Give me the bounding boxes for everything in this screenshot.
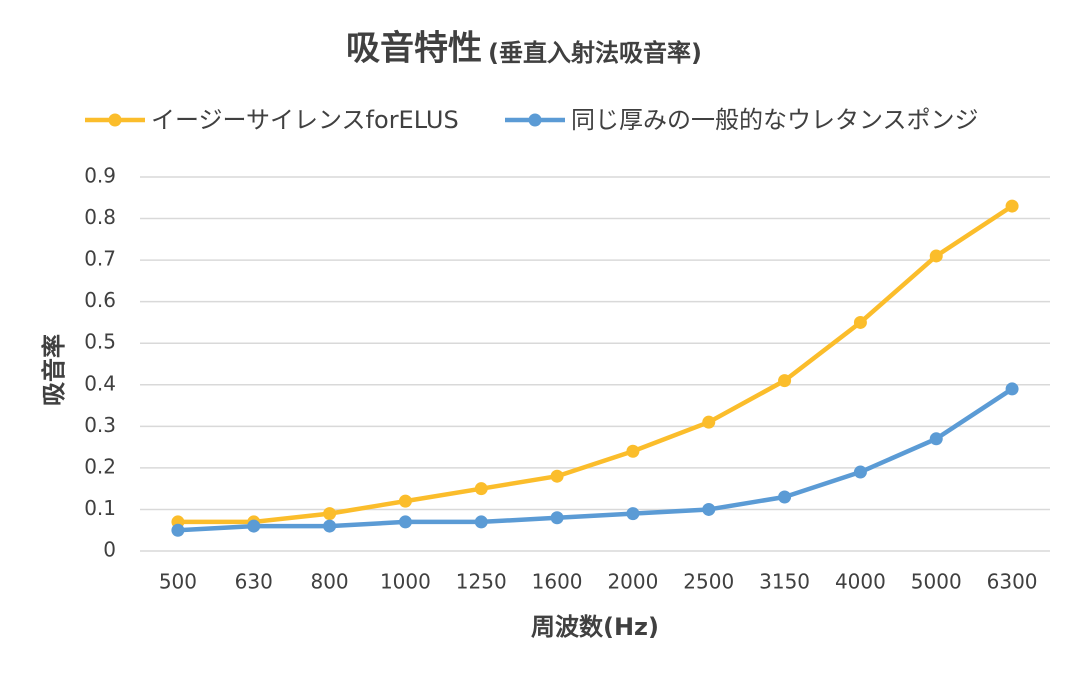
x-tick-label: 800 (310, 570, 348, 594)
marker (778, 490, 792, 504)
y-tick-label: 0.6 (84, 288, 116, 312)
marker (929, 432, 943, 446)
legend-label: 同じ厚みの一般的なウレタンスポンジ (571, 106, 979, 134)
marker (702, 502, 716, 516)
marker (323, 519, 337, 533)
y-tick-label: 0.4 (84, 371, 116, 395)
y-tick-label: 0.3 (84, 413, 116, 437)
x-tick-label: 1000 (380, 570, 431, 594)
x-tick-label: 2500 (683, 570, 734, 594)
marker (853, 315, 867, 329)
y-tick-label: 0.7 (84, 247, 116, 271)
x-tick-label: 6300 (987, 570, 1038, 594)
marker (929, 249, 943, 263)
legend-marker (528, 113, 542, 127)
x-tick-label: 2000 (607, 570, 658, 594)
y-tick-label: 0 (103, 538, 116, 562)
x-tick-label: 1250 (456, 570, 507, 594)
marker (1005, 199, 1019, 213)
marker (398, 515, 412, 529)
legend-label: イージーサイレンスforELUS (151, 106, 459, 134)
marker (853, 465, 867, 479)
marker (626, 444, 640, 458)
legend-marker (108, 113, 122, 127)
marker (398, 494, 412, 508)
marker (702, 415, 716, 429)
x-tick-label: 500 (159, 570, 197, 594)
marker (550, 469, 564, 483)
marker (171, 523, 185, 537)
y-tick-label: 0.1 (84, 496, 116, 520)
y-tick-label: 0.5 (84, 330, 116, 354)
y-tick-label: 0.2 (84, 454, 116, 478)
x-tick-label: 4000 (835, 570, 886, 594)
x-tick-label: 3150 (759, 570, 810, 594)
marker (626, 507, 640, 521)
marker (474, 515, 488, 529)
series-line (177, 204, 1014, 525)
x-tick-label: 630 (235, 570, 273, 594)
series-line (177, 387, 1014, 533)
marker (550, 511, 564, 525)
y-axis-label: 吸音率 (40, 334, 68, 406)
chart-subtitle: (垂直入射法吸音率) (488, 39, 702, 67)
marker (778, 374, 792, 388)
x-tick-label: 1600 (532, 570, 583, 594)
y-tick-label: 0.9 (84, 164, 116, 188)
marker (474, 482, 488, 496)
chart-title: 吸音特性 (346, 29, 482, 69)
y-tick-label: 0.8 (84, 205, 116, 229)
marker (323, 507, 337, 521)
marker (247, 519, 261, 533)
marker (1005, 382, 1019, 396)
x-tick-label: 5000 (911, 570, 962, 594)
x-axis-label: 周波数(Hz) (531, 613, 659, 641)
